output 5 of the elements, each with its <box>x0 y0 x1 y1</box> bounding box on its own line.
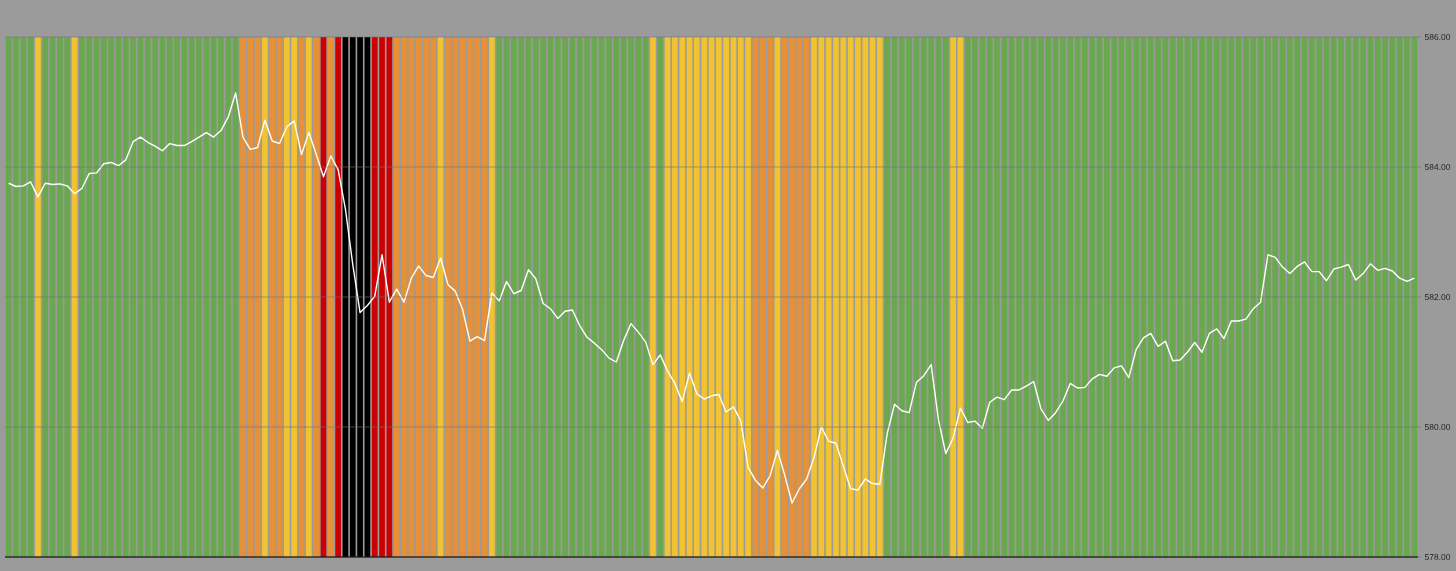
y-tick-label: 584.00 <box>1424 164 1451 170</box>
y-tick-label: 578.00 <box>1424 554 1451 560</box>
y-tick-label: 582.00 <box>1424 294 1451 300</box>
y-tick-label: 586.00 <box>1424 34 1451 40</box>
y-tick-label: 580.00 <box>1424 424 1451 430</box>
